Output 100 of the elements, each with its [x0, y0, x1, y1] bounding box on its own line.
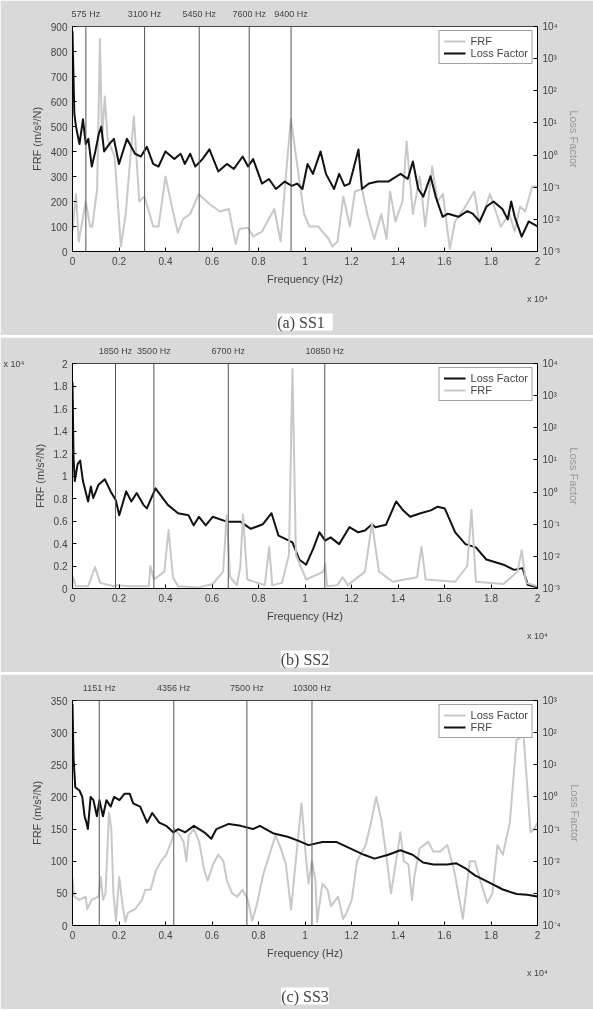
y-tick-label: 100	[50, 856, 68, 868]
x-tick-label: 0	[69, 592, 76, 604]
x-tick-label: 0.8	[251, 255, 266, 267]
x-tick-label: 1.6	[437, 592, 452, 604]
y-tick-label: 0	[61, 246, 68, 258]
x-tick-label: 1.8	[484, 255, 499, 267]
y2-tick-label: 10³	[542, 53, 558, 65]
ref-line-label: 6700 Hz	[211, 345, 246, 356]
y-tick-label: 150	[50, 824, 68, 836]
y-tick-label: 50	[56, 888, 68, 900]
y-tick-label: 200	[50, 196, 68, 208]
y-tick-label: 300	[50, 171, 68, 183]
y-axis-title: FRF (m/s²/N)	[30, 106, 43, 172]
y2-tick-label: 10⁻²	[542, 855, 561, 867]
ref-line-label: 7600 Hz	[232, 8, 267, 19]
y-tick-label: 1.2	[53, 448, 68, 460]
y2-axis-title: Loss Factor	[567, 110, 580, 169]
text: x 10⁴	[527, 293, 549, 304]
x-tick-label: 1.4	[391, 929, 406, 941]
y2-tick-label: 10²	[542, 727, 558, 739]
y2-tick-label: 10⁴	[542, 358, 558, 369]
legend-label: FRF	[470, 384, 492, 396]
y2-axis-title: Loss Factor	[567, 447, 580, 506]
y-tick-label: 900	[50, 21, 68, 33]
x-tick-label: 1	[302, 929, 309, 941]
y-tick-label: 1.6	[53, 403, 68, 415]
y-tick-label: 300	[50, 727, 68, 739]
y-tick-label: 0.4	[53, 538, 68, 550]
y2-tick-label: 10³	[542, 695, 558, 706]
ref-line-label: 3500 Hz	[137, 345, 172, 356]
x-tick-label: 0.2	[112, 929, 127, 941]
x-tick-label: 1.2	[344, 929, 359, 941]
x-tick-label: 1.4	[391, 255, 406, 267]
text: (c) SS3	[281, 987, 329, 1006]
y-axis-title: FRF (m/s²/N)	[30, 780, 43, 846]
x-tick-label: 0.4	[158, 929, 173, 941]
x-tick-label: 0.8	[251, 929, 266, 941]
legend-label: FRF	[470, 721, 492, 733]
ref-line-label: 3100 Hz	[127, 8, 162, 19]
ref-line-label: 5450 Hz	[182, 8, 217, 19]
y2-tick-label: 10⁻⁴	[542, 920, 561, 931]
y2-tick-label: 10⁻³	[542, 887, 561, 899]
y2-tick-label: 10⁻²	[542, 213, 561, 225]
text: (b) SS2	[280, 650, 330, 669]
legend-label: Loss Factor	[470, 372, 528, 384]
x-tick-label: 0	[69, 929, 76, 941]
y-tick-label: 600	[50, 96, 68, 108]
y2-tick-label: 10⁰	[542, 149, 558, 161]
ref-line-label: 1151 Hz	[82, 682, 117, 693]
y-tick-label: 500	[50, 121, 68, 133]
y2-tick-label: 10⁻²	[542, 550, 561, 562]
y-tick-label: 1.8	[53, 381, 68, 392]
y2-tick-label: 10⁰	[542, 486, 558, 498]
y2-tick-label: 10⁻³	[542, 246, 561, 257]
x-tick-label: 0	[69, 255, 76, 267]
y2-tick-label: 10¹	[542, 454, 558, 466]
y2-tick-label: 10¹	[542, 759, 558, 771]
y2-tick-label: 10⁻¹	[542, 823, 561, 835]
y2-tick-label: 10²	[542, 422, 558, 434]
ref-line-label: 9400 Hz	[274, 8, 309, 19]
x-axis-title: Frequency (Hz)	[267, 609, 343, 622]
text: (a) SS1	[277, 313, 325, 332]
x-tick-label: 0.6	[205, 592, 220, 604]
y2-tick-label: 10¹	[542, 117, 558, 129]
x-tick-label: 1	[302, 255, 309, 267]
y-tick-label: 0.2	[53, 561, 68, 572]
legend-label: Loss Factor	[470, 47, 528, 59]
y-tick-label: 400	[50, 146, 68, 158]
text: x 10⁴	[527, 630, 549, 641]
y2-tick-label: 10⁴	[542, 21, 558, 32]
x-tick-label: 0.8	[251, 592, 266, 604]
x-tick-label: 0.6	[205, 929, 220, 941]
y2-tick-label: 10²	[542, 85, 558, 97]
y-tick-label: 0.8	[53, 493, 68, 505]
x-tick-label: 0.4	[158, 255, 173, 267]
text: x 10⁴	[527, 967, 549, 978]
x-tick-label: 1	[302, 592, 309, 604]
text: x 10⁴	[3, 358, 25, 369]
y-tick-label: 0	[61, 583, 68, 595]
ref-line-label: 10300 Hz	[292, 682, 332, 693]
x-tick-label: 1.2	[344, 592, 359, 604]
y-tick-label: 800	[50, 46, 68, 58]
x-tick-label: 2	[534, 592, 541, 604]
x-axis-title: Frequency (Hz)	[267, 946, 343, 959]
x-tick-label: 1.6	[437, 255, 452, 267]
x-axis-title: Frequency (Hz)	[267, 272, 343, 285]
y2-tick-label: 10⁰	[542, 791, 558, 803]
x-tick-label: 2	[534, 929, 541, 941]
ref-line-label: 575 Hz	[71, 8, 101, 19]
y2-tick-label: 10⁻³	[542, 583, 561, 594]
y-tick-label: 350	[50, 695, 68, 707]
y-tick-label: 100	[50, 221, 68, 233]
y-tick-label: 1.4	[53, 426, 68, 437]
ref-line-label: 4356 Hz	[157, 682, 192, 693]
ref-line-label: 10850 Hz	[305, 345, 345, 356]
y-tick-label: 0	[61, 920, 68, 932]
y-axis-title: FRF (m/s²/N)	[33, 443, 46, 509]
y-tick-label: 2	[61, 358, 68, 370]
y-tick-label: 200	[50, 791, 68, 803]
x-tick-label: 2	[534, 255, 541, 267]
